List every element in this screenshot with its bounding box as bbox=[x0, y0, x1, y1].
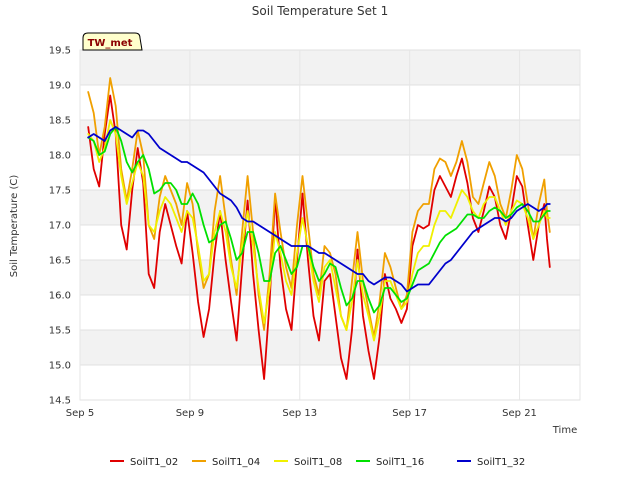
legend-label: SoilT1_02 bbox=[130, 457, 178, 468]
legend-label: SoilT1_32 bbox=[477, 457, 525, 468]
y-tick-label: 15.5 bbox=[49, 326, 71, 337]
x-axis-title: Time bbox=[552, 425, 577, 436]
plot-band bbox=[80, 295, 580, 330]
chart-title: Soil Temperature Set 1 bbox=[252, 4, 388, 18]
station-badge-label: TW_met bbox=[88, 38, 133, 49]
legend-item-soilt1_32: SoilT1_32 bbox=[457, 457, 525, 468]
y-tick-label: 19.5 bbox=[49, 46, 71, 57]
y-gridlines bbox=[80, 49, 580, 401]
x-tick-label: Sep 13 bbox=[282, 408, 317, 419]
y-tick-label: 17.0 bbox=[49, 221, 71, 232]
series-line-soilt1_04 bbox=[87, 77, 551, 338]
plot-band bbox=[80, 85, 580, 120]
y-tick-label: 16.0 bbox=[49, 291, 71, 302]
series-lines bbox=[87, 77, 551, 380]
plot-band bbox=[80, 190, 580, 225]
plot-band bbox=[80, 50, 580, 85]
y-tick-label: 18.0 bbox=[49, 151, 71, 162]
y-tick-label: 17.5 bbox=[49, 186, 71, 197]
x-tick-label: Sep 5 bbox=[66, 408, 94, 419]
x-tick-label: Sep 21 bbox=[502, 408, 537, 419]
y-tick-label: 18.5 bbox=[49, 116, 71, 127]
legend-item-soilt1_04: SoilT1_04 bbox=[192, 457, 260, 468]
legend-label: SoilT1_16 bbox=[376, 457, 424, 468]
legend-item-soilt1_02: SoilT1_02 bbox=[110, 457, 178, 468]
y-tick-label: 15.0 bbox=[49, 361, 71, 372]
y-axis-title: Soil Temperature (C) bbox=[9, 175, 20, 278]
y-tick-labels: 14.5 15.0 15.5 16.0 16.5 17.0 17.5 18.0 18.5 19.0… bbox=[49, 46, 71, 407]
plot-band bbox=[80, 365, 580, 400]
x-tick-label: Sep 9 bbox=[176, 408, 204, 419]
plot-band bbox=[80, 155, 580, 190]
plot-band bbox=[80, 330, 580, 365]
plot-band bbox=[80, 120, 580, 155]
series-line-soilt1_32 bbox=[87, 126, 551, 293]
y-tick-label: 14.5 bbox=[49, 396, 71, 407]
legend-item-soilt1_08: SoilT1_08 bbox=[274, 457, 342, 468]
legend-label: SoilT1_04 bbox=[212, 457, 260, 468]
y-tick-label: 19.0 bbox=[49, 81, 71, 92]
legend: SoilT1_02 SoilT1_04 SoilT1_08 SoilT1_16 Soil… bbox=[110, 457, 525, 468]
series-line-soilt1_16 bbox=[87, 126, 551, 314]
station-badge: TW_met bbox=[82, 32, 143, 51]
legend-label: SoilT1_08 bbox=[294, 457, 342, 468]
y-tick-label: 16.5 bbox=[49, 256, 71, 267]
legend-item-soilt1_16: SoilT1_16 bbox=[356, 457, 424, 468]
x-tick-labels: Sep 5 Sep 9 Sep 13 Sep 17 Sep 21 bbox=[66, 408, 537, 419]
x-tick-label: Sep 17 bbox=[392, 408, 427, 419]
